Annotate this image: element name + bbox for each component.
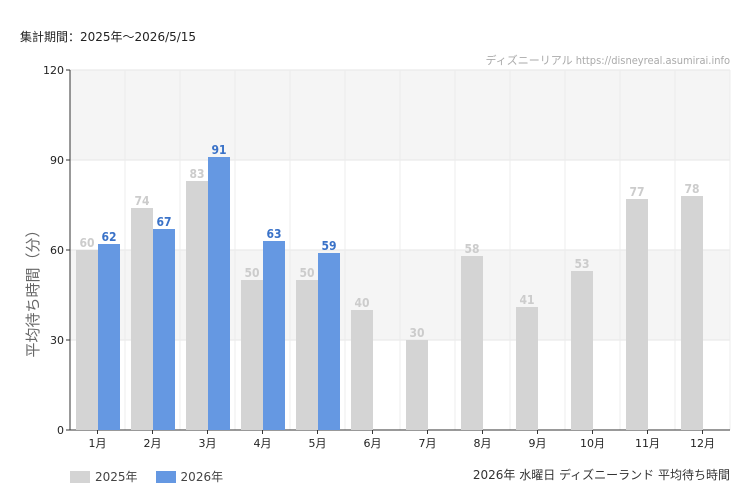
x-tick-label: 10月 — [580, 437, 605, 450]
y-tick-label: 120 — [43, 64, 64, 77]
period-label: 集計期間：2025年～2026/5/15 — [20, 30, 197, 44]
y-tick-label: 0 — [57, 424, 64, 437]
legend-swatch-2025 — [70, 470, 90, 483]
bar-2025 — [131, 208, 153, 430]
x-tick-label: 6月 — [364, 437, 382, 450]
data-label-2026: 63 — [266, 227, 281, 241]
data-label-2026: 62 — [101, 230, 116, 244]
x-tick-label: 8月 — [474, 437, 492, 450]
y-tick-label: 60 — [50, 244, 64, 257]
legend-label-2025: 2025年 — [95, 470, 138, 484]
data-label-2026: 91 — [211, 143, 226, 157]
data-label-2026: 59 — [321, 239, 336, 253]
data-label-2025: 77 — [629, 185, 644, 199]
bar-2025 — [186, 181, 208, 430]
y-tick-label: 30 — [50, 334, 64, 347]
bar-2025 — [351, 310, 373, 430]
bar-2025 — [626, 199, 648, 430]
bar-2025 — [76, 250, 98, 430]
chart-legend: 2025年 2026年 — [70, 468, 241, 485]
bar-2025 — [681, 196, 703, 430]
x-tick-label: 7月 — [419, 437, 437, 450]
data-label-2025: 50 — [244, 266, 259, 280]
site-credit: ディズニーリアル https://disneyreal.asumirai.inf… — [485, 54, 730, 67]
legend-item-2025[interactable]: 2025年 — [70, 468, 138, 485]
x-tick-label: 1月 — [89, 437, 107, 450]
data-label-2025: 41 — [519, 293, 534, 307]
data-label-2025: 58 — [464, 242, 479, 256]
legend-label-2026: 2026年 — [180, 470, 224, 484]
bar-2026 — [153, 229, 175, 430]
data-label-2025: 74 — [134, 194, 150, 208]
data-label-2025: 40 — [354, 296, 369, 310]
bar-2025 — [461, 256, 483, 430]
bar-2025 — [406, 340, 428, 430]
y-axis-title: 平均待ち時間（分） — [24, 222, 42, 357]
bar-2025 — [296, 280, 318, 430]
bar-2025 — [571, 271, 593, 430]
x-tick-label: 9月 — [529, 437, 547, 450]
bar-2025 — [516, 307, 538, 430]
legend-item-2026[interactable]: 2026年 — [155, 468, 224, 485]
data-label-2025: 60 — [79, 236, 94, 250]
x-tick-label: 11月 — [635, 437, 660, 450]
bar-2025 — [241, 280, 263, 430]
bar-2026 — [263, 241, 285, 430]
x-tick-label: 4月 — [254, 437, 272, 450]
y-tick-label: 90 — [50, 154, 64, 167]
chart-subtitle: 2026年 水曜日 ディズニーランド 平均待ち時間 — [472, 468, 730, 482]
bar-2026 — [318, 253, 340, 430]
data-label-2026: 67 — [156, 215, 171, 229]
data-label-2025: 30 — [409, 326, 424, 340]
data-label-2025: 78 — [684, 182, 699, 196]
data-label-2025: 53 — [574, 257, 589, 271]
x-tick-label: 12月 — [690, 437, 715, 450]
bar-2026 — [208, 157, 230, 430]
data-label-2025: 83 — [189, 167, 204, 181]
x-tick-label: 3月 — [199, 437, 217, 450]
x-tick-label: 5月 — [309, 437, 327, 450]
legend-swatch-2026 — [155, 470, 176, 483]
data-label-2025: 50 — [299, 266, 314, 280]
x-tick-label: 2月 — [144, 437, 162, 450]
bar-2026 — [98, 244, 120, 430]
